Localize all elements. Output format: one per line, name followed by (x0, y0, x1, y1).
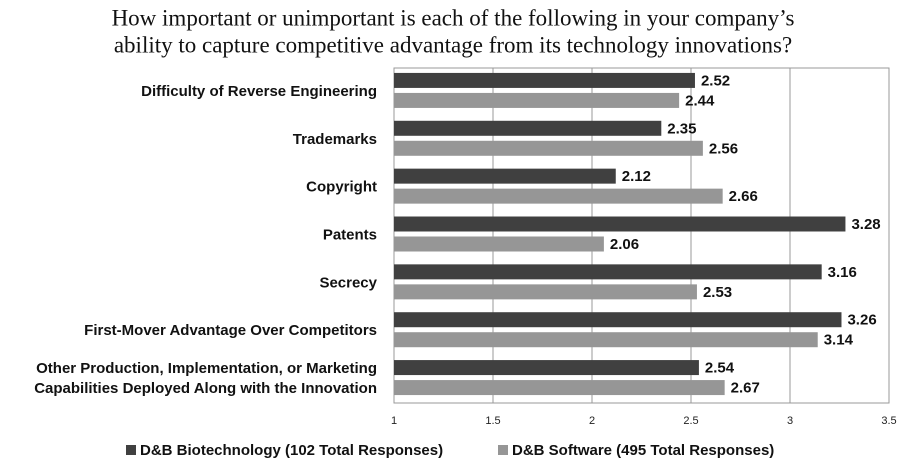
bar (394, 312, 842, 328)
legend-label: D&B Software (495 Total Responses) (512, 442, 774, 459)
y-tick-label: Other Production, Implementation, or Mar… (34, 360, 377, 397)
value-label: 2.35 (667, 120, 696, 137)
bar (394, 92, 680, 108)
y-tick-label: First-Mover Advantage Over Competitors (84, 322, 377, 339)
value-label: 2.56 (709, 140, 738, 157)
bar (394, 284, 697, 300)
x-tick-label: 2.5 (683, 415, 698, 427)
x-tick-label: 1 (391, 415, 397, 427)
bar (394, 380, 725, 396)
y-tick-label: Copyright (306, 179, 377, 196)
x-tick-label: 3 (787, 415, 793, 427)
bar (394, 236, 604, 252)
value-label: 2.53 (703, 284, 732, 301)
value-label: 2.06 (610, 236, 639, 253)
value-label: 2.44 (685, 92, 715, 109)
bar (394, 72, 695, 88)
y-tick-label: Secrecy (319, 274, 377, 291)
bar (394, 264, 822, 280)
plot-border (393, 67, 890, 404)
value-label: 2.54 (705, 360, 735, 377)
y-tick-label: Patents (323, 226, 377, 243)
bar (394, 188, 723, 204)
legend-swatch (498, 445, 508, 455)
value-label: 2.67 (731, 380, 760, 397)
value-label: 2.12 (622, 168, 651, 185)
bar (394, 216, 846, 232)
bar (394, 120, 662, 136)
x-tick-label: 2 (589, 415, 595, 427)
value-label: 3.28 (851, 216, 880, 233)
x-tick-label: 1.5 (485, 415, 500, 427)
bar (394, 360, 699, 376)
value-label: 3.26 (847, 312, 876, 329)
x-tick-label: 3.5 (881, 415, 896, 427)
bar (394, 168, 616, 184)
legend-swatch (126, 445, 136, 455)
legend-label: D&B Biotechnology (102 Total Responses) (140, 442, 443, 459)
y-tick-label: Difficulty of Reverse Engineering (141, 83, 377, 100)
y-tick-label: Trademarks (293, 131, 377, 148)
value-label: 2.66 (729, 188, 758, 205)
value-label: 2.52 (701, 72, 730, 89)
chart-title: How important or unimportant is each of … (112, 6, 795, 58)
value-label: 3.14 (824, 332, 854, 349)
value-label: 3.16 (828, 264, 857, 281)
bar (394, 140, 703, 156)
bar (394, 332, 818, 348)
